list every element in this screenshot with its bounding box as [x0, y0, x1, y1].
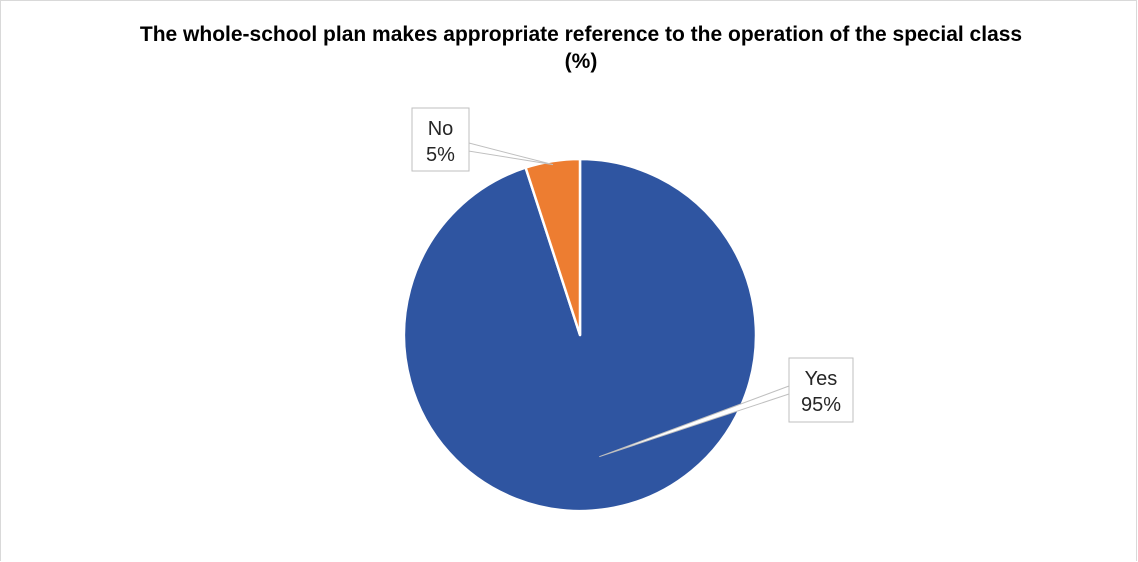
data-label-percent: 5% [426, 144, 455, 166]
chart-title: The whole-school plan makes appropriate … [139, 23, 1023, 73]
data-label-yes: Yes 95% [788, 357, 854, 423]
pie-slice-yes [402, 157, 758, 513]
pie-slices [402, 157, 758, 513]
data-label-percent: 95% [801, 394, 841, 416]
data-label-box [411, 107, 470, 172]
data-label-box [788, 357, 854, 423]
leader-line-no [468, 142, 554, 166]
pie-slice-no [524, 157, 582, 337]
data-label-category: Yes [805, 368, 838, 390]
data-label-no: No 5% [411, 107, 470, 172]
data-label-category: No [428, 118, 454, 140]
data-labels: Yes 95% No 5% [411, 107, 854, 423]
